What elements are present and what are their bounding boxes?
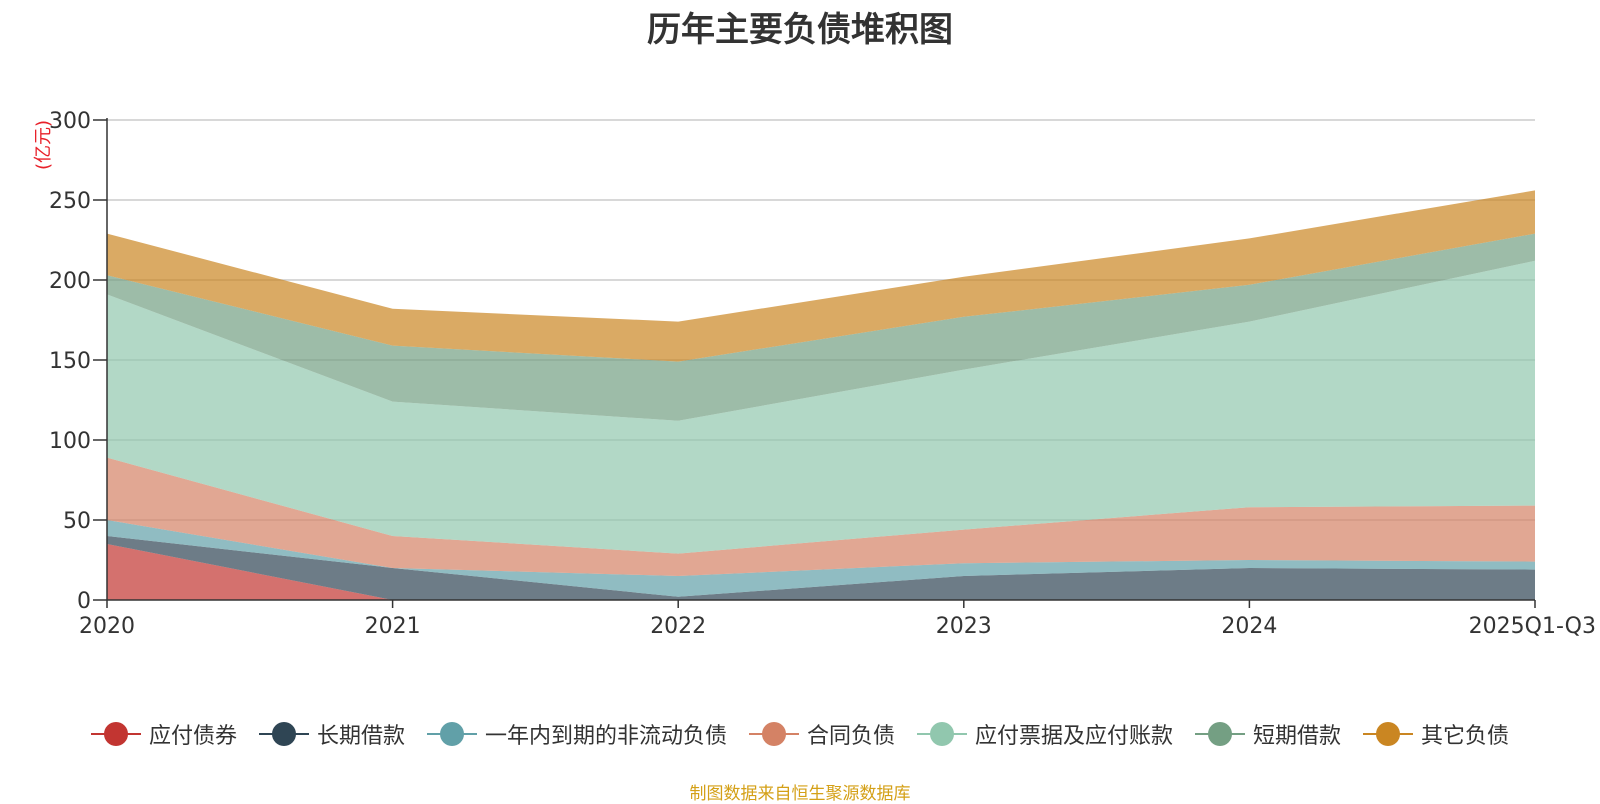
area-series-一年内到期的非流动负债 xyxy=(107,520,1535,597)
x-tick-label: 2024 xyxy=(1221,614,1277,639)
y-tick-label: 100 xyxy=(49,429,91,454)
y-axis-label: (亿元) xyxy=(33,120,54,170)
y-tick-label: 150 xyxy=(49,349,91,374)
area-series-其它负债 xyxy=(107,190,1535,362)
area-series-应付票据及应付账款 xyxy=(107,260,1535,554)
x-tick-label: 2022 xyxy=(650,614,706,639)
chart-title: 历年主要负债堆积图 xyxy=(647,10,953,50)
area-series-长期借款 xyxy=(107,536,1535,600)
legend-item[interactable]: 合同负债 xyxy=(748,718,895,750)
y-tick-label: 50 xyxy=(63,509,91,534)
stacked-areas xyxy=(107,190,1535,600)
legend-marker-icon xyxy=(1195,722,1246,746)
legend-label: 应付票据及应付账款 xyxy=(975,724,1174,749)
legend-marker-icon xyxy=(917,722,967,746)
x-tick-label: 2025Q1-Q3 xyxy=(1469,614,1596,639)
y-tick-label: 0 xyxy=(77,589,91,614)
x-tick-label: 2023 xyxy=(936,614,992,639)
legend-item[interactable]: 一年内到期的非流动负债 xyxy=(426,718,727,750)
legend-label: 一年内到期的非流动负债 xyxy=(484,724,727,749)
area-series-合同负债 xyxy=(107,457,1535,576)
legend-label: 短期借款 xyxy=(1253,724,1342,749)
y-tick-label: 300 xyxy=(49,109,91,134)
legend-marker-icon xyxy=(426,722,477,746)
legend: 应付债券 长期借款 一年内到期的非流动负债 合同负债 应付票据及应付账款 短期借款 其它负债 xyxy=(0,716,1600,752)
legend-label: 应付债券 xyxy=(148,724,237,749)
x-tick-label: 2020 xyxy=(79,614,135,639)
legend-label: 其它负债 xyxy=(1421,724,1510,749)
axes: 0 50 100 150 200 250 300 2020 2021 2022 2023 2024 20… xyxy=(49,109,1596,639)
legend-marker-icon xyxy=(748,722,799,746)
area-series-应付债券 xyxy=(107,544,1535,600)
y-tick-label: 250 xyxy=(49,189,91,214)
legend-item[interactable]: 短期借款 xyxy=(1195,718,1341,750)
legend-item[interactable]: 其它负债 xyxy=(1363,718,1509,750)
x-tick-label: 2021 xyxy=(365,614,421,639)
y-tick-label: 200 xyxy=(49,269,91,294)
legend-marker-icon xyxy=(90,722,141,746)
legend-item[interactable]: 应付债券 xyxy=(90,718,237,750)
legend-label: 长期借款 xyxy=(316,724,405,749)
legend-item[interactable]: 应付票据及应付账款 xyxy=(917,718,1173,750)
legend-marker-icon xyxy=(1363,722,1414,746)
legend-label: 合同负债 xyxy=(806,724,895,749)
area-series-短期借款 xyxy=(107,233,1535,421)
source-note: 制图数据来自恒生聚源数据库 xyxy=(689,784,911,804)
legend-item[interactable]: 长期借款 xyxy=(258,718,405,750)
legend-marker-icon xyxy=(258,722,309,746)
